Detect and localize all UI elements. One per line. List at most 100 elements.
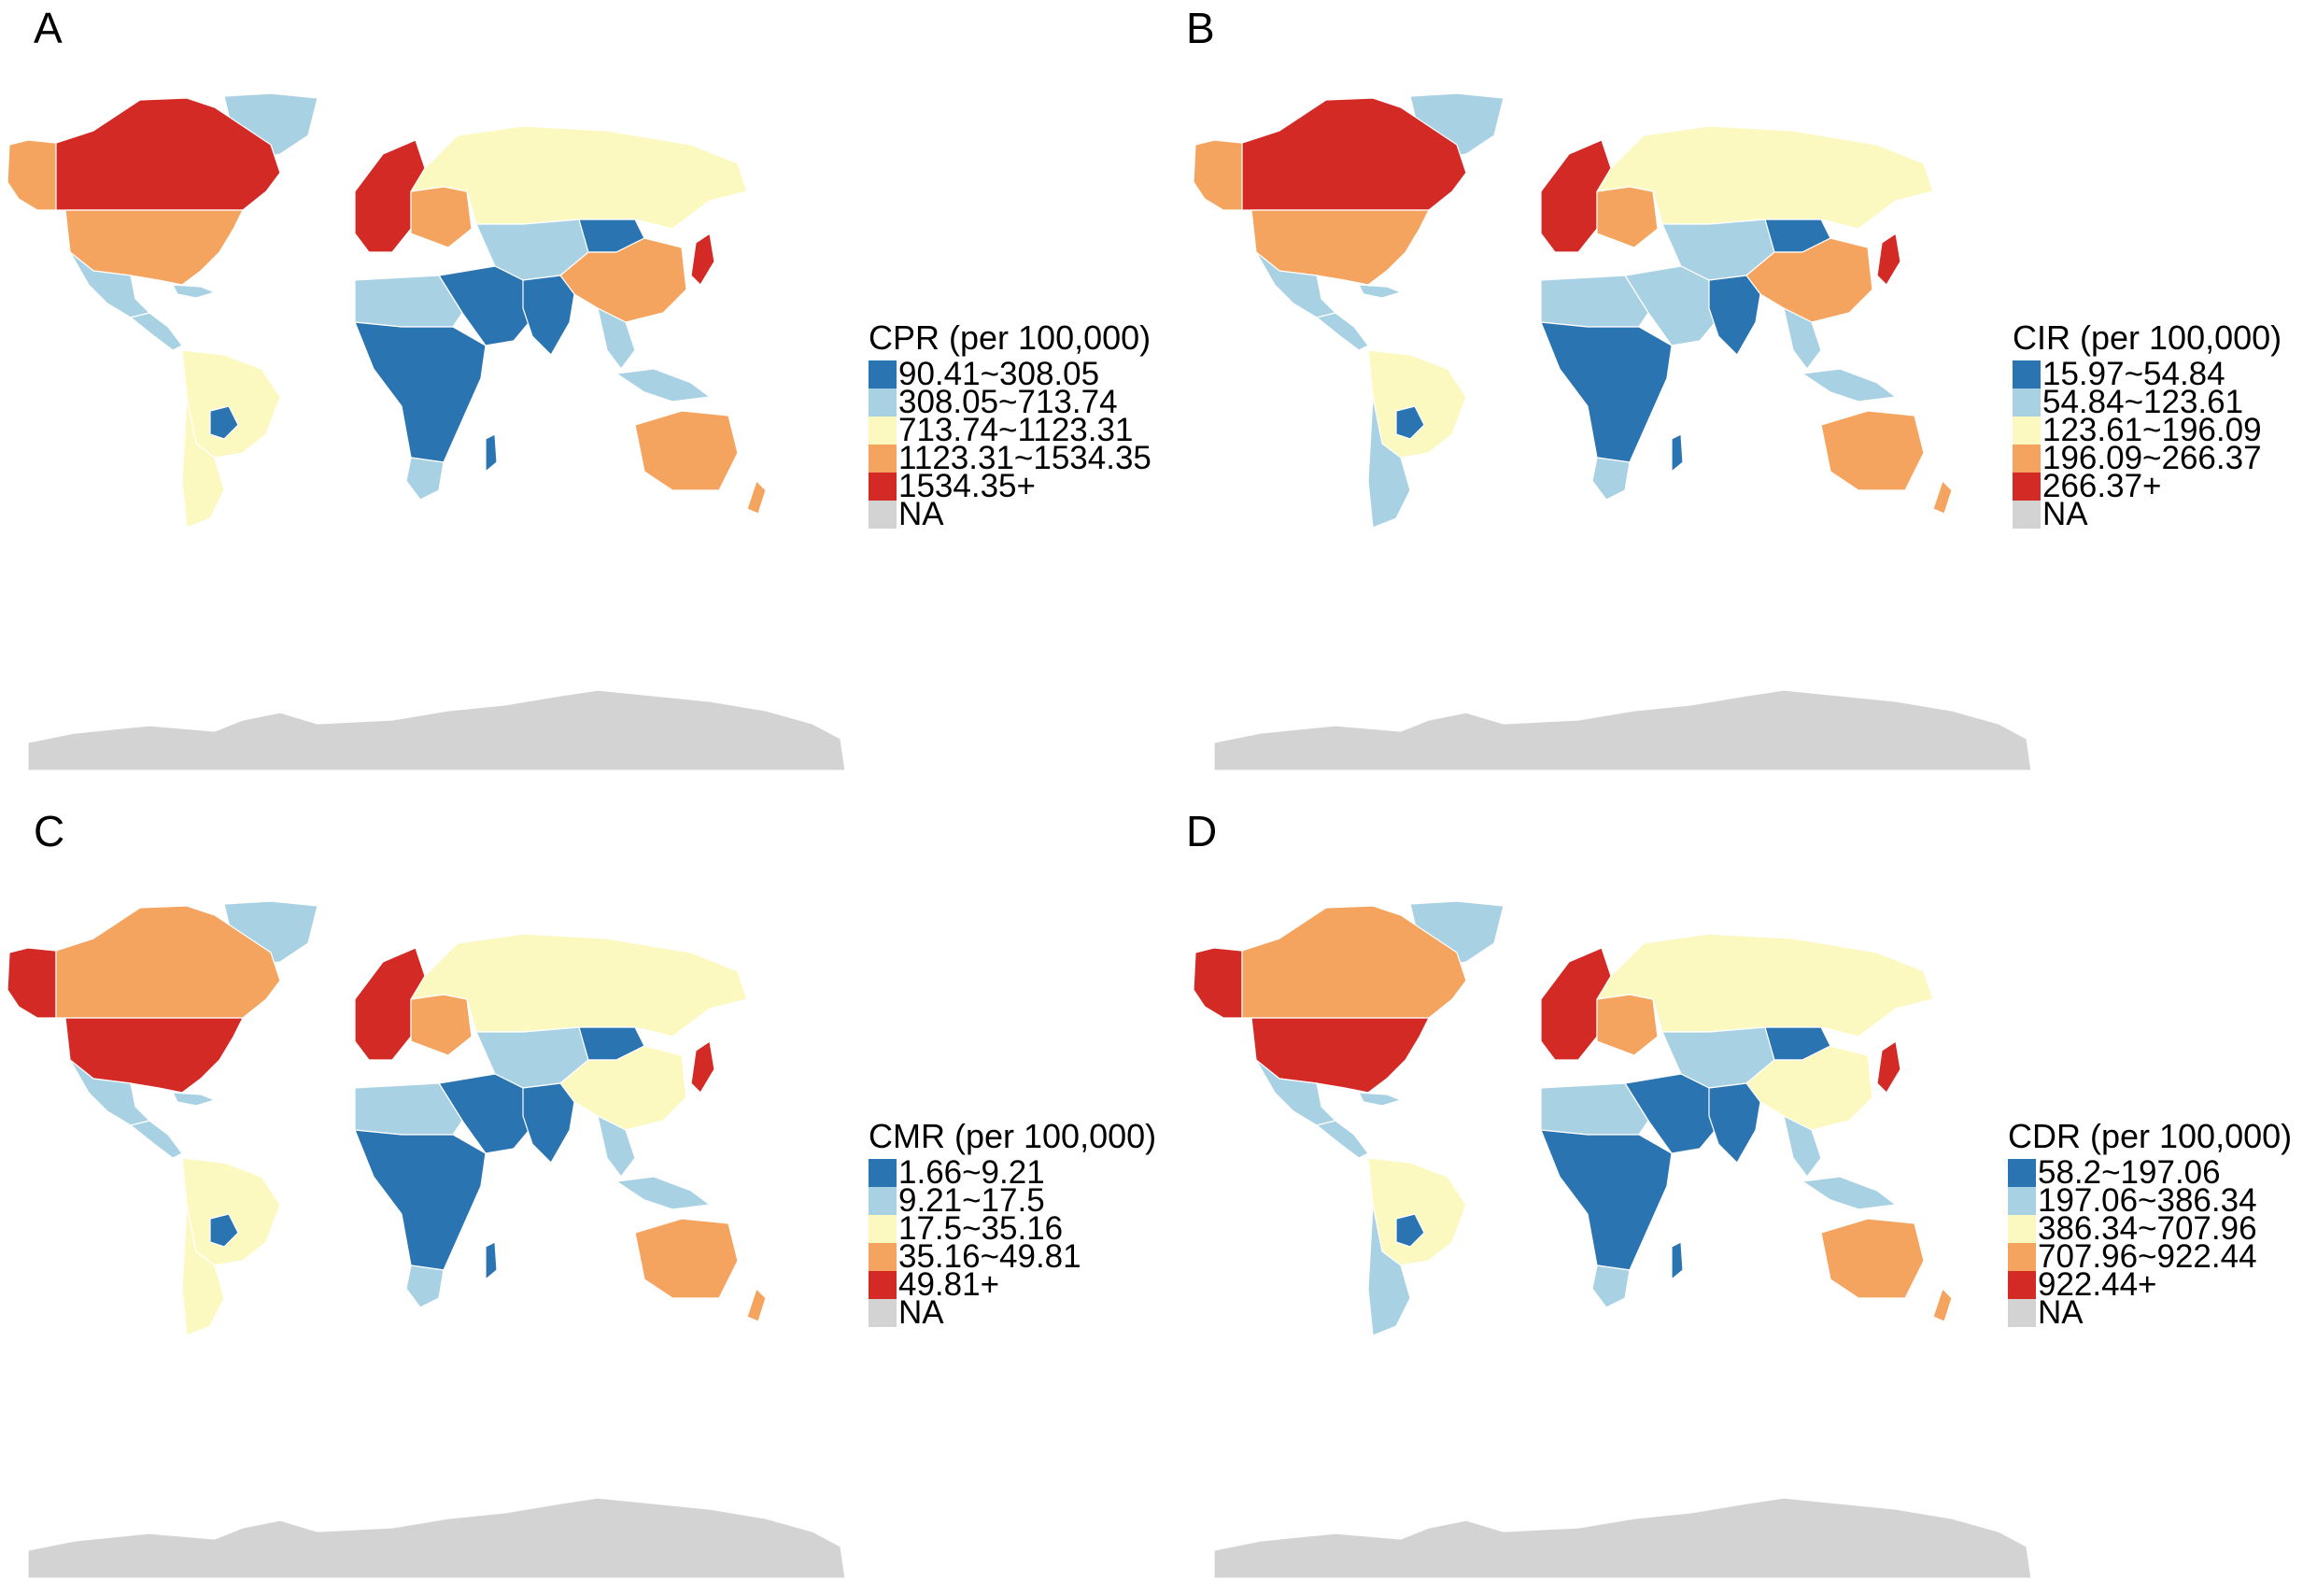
region-central-america bbox=[1316, 312, 1369, 351]
legend-title: CMR (per 100,000) bbox=[869, 1117, 1157, 1155]
legend-item: 15.97~54.84 bbox=[2013, 358, 2282, 390]
region-southeast-asia bbox=[597, 1115, 636, 1178]
region-caribbean bbox=[172, 1092, 216, 1107]
region-caribbean bbox=[1358, 1092, 1402, 1107]
legend-swatch bbox=[2013, 417, 2041, 445]
region-southern-cone bbox=[1367, 1204, 1411, 1336]
region-south-america bbox=[181, 1157, 281, 1266]
region-china bbox=[1745, 1045, 1873, 1131]
region-southeast-asia bbox=[597, 307, 636, 370]
region-australia bbox=[1820, 410, 1925, 491]
region-sub-saharan-africa bbox=[354, 321, 487, 463]
region-middle-east bbox=[1624, 1073, 1724, 1154]
legend-item: 922.44+ bbox=[2008, 1266, 2292, 1303]
map-legend: CIR (per 100,000) 15.97~54.84 54.84~123.6… bbox=[2013, 318, 2282, 532]
legend-label: 707.96~922.44 bbox=[2038, 1238, 2257, 1275]
legend-label: 1.66~9.21 bbox=[898, 1154, 1045, 1191]
region-antarctica bbox=[1213, 1497, 2032, 1579]
panel-b: B CIR (per 100,000) 15.97~54.84 54.84~123… bbox=[1158, 0, 2316, 793]
legend-swatch bbox=[2008, 1159, 2036, 1187]
region-antarctica bbox=[1213, 689, 2032, 771]
legend-label: NA bbox=[2042, 496, 2088, 532]
legend-label: 35.16~49.81 bbox=[898, 1238, 1081, 1275]
region-indonesia bbox=[1801, 368, 1897, 403]
panel-d: D CDR (per 100,000) 58.2~197.06 197.06~38… bbox=[1158, 803, 2316, 1596]
legend-swatch bbox=[2008, 1215, 2036, 1243]
legend-swatch bbox=[869, 445, 897, 473]
region-japan bbox=[690, 1040, 715, 1094]
legend-label: 123.61~196.09 bbox=[2042, 412, 2262, 448]
legend-item: 707.96~922.44 bbox=[2008, 1238, 2292, 1275]
legend-item: 196.09~266.37 bbox=[2013, 440, 2282, 476]
legend-item: NA bbox=[2013, 496, 2282, 532]
region-new-zealand bbox=[1932, 1288, 1953, 1322]
legend-label: 17.5~35.16 bbox=[898, 1210, 1064, 1247]
region-southeast-asia bbox=[1783, 307, 1822, 370]
region-central-america bbox=[130, 312, 183, 351]
legend-label: 9.21~17.5 bbox=[898, 1182, 1045, 1219]
legend-swatch bbox=[2008, 1299, 2036, 1327]
legend-swatch bbox=[2008, 1271, 2036, 1299]
legend-swatch bbox=[2013, 473, 2041, 501]
legend-label: 54.84~123.61 bbox=[2042, 384, 2244, 420]
region-indonesia bbox=[1801, 1176, 1897, 1210]
legend-swatch bbox=[869, 1299, 897, 1327]
region-china bbox=[1745, 237, 1873, 323]
legend-label: 196.09~266.37 bbox=[2042, 440, 2262, 476]
region-india bbox=[522, 275, 575, 356]
region-japan bbox=[1876, 233, 1901, 286]
region-south-america bbox=[1367, 1157, 1467, 1266]
legend-swatch bbox=[869, 1187, 897, 1215]
legend-item: NA bbox=[869, 1294, 1156, 1331]
region-madagascar bbox=[1671, 433, 1684, 473]
legend-swatch bbox=[869, 388, 897, 417]
legend-swatch bbox=[2008, 1243, 2036, 1271]
legend-label: 713.74~1123.31 bbox=[898, 412, 1134, 448]
legend-label: NA bbox=[898, 1294, 944, 1331]
legend-label: 197.06~386.34 bbox=[2038, 1182, 2257, 1219]
region-alaska bbox=[1193, 947, 1243, 1019]
legend-items: 90.41~308.05 308.05~713.74 713.74~1123.31 1… bbox=[869, 356, 1151, 530]
legend-swatch bbox=[2013, 445, 2041, 473]
region-sub-saharan-africa bbox=[354, 1129, 487, 1271]
region-new-zealand bbox=[746, 1288, 767, 1322]
region-alaska bbox=[7, 139, 57, 211]
legend-label: 308.05~713.74 bbox=[898, 384, 1118, 420]
legend-item: 308.05~713.74 bbox=[869, 384, 1151, 420]
region-bolivia bbox=[1395, 1213, 1425, 1248]
legend-items: 1.66~9.21 9.21~17.5 17.5~35.16 35.16~49.81 4… bbox=[869, 1154, 1156, 1331]
legend-item: 35.16~49.81 bbox=[869, 1238, 1156, 1275]
region-new-zealand bbox=[1932, 480, 1953, 515]
legend-item: 17.5~35.16 bbox=[869, 1210, 1156, 1247]
legend-swatch bbox=[2008, 1187, 2036, 1215]
legend-item: 90.41~308.05 bbox=[869, 356, 1151, 392]
region-indonesia bbox=[615, 1176, 711, 1210]
world-map bbox=[7, 92, 846, 771]
region-southeast-asia bbox=[1783, 1115, 1822, 1178]
legend-label: 1534.35+ bbox=[898, 468, 1036, 504]
legend-item: NA bbox=[2008, 1296, 2292, 1329]
region-eastern-europe bbox=[410, 186, 473, 248]
map-legend: CDR (per 100,000) 58.2~197.06 197.06~386.… bbox=[2008, 1116, 2292, 1329]
legend-swatch bbox=[869, 360, 897, 388]
region-sub-saharan-africa bbox=[1540, 321, 1673, 463]
legend-item: NA bbox=[869, 498, 1151, 530]
region-australia bbox=[634, 1218, 739, 1299]
legend-swatch bbox=[2013, 388, 2041, 417]
legend-label: 922.44+ bbox=[2038, 1266, 2157, 1303]
panel-letter: C bbox=[34, 807, 65, 855]
region-madagascar bbox=[1671, 1241, 1684, 1280]
region-central-america bbox=[1316, 1120, 1369, 1159]
legend-label: 90.41~308.05 bbox=[898, 356, 1100, 392]
world-map bbox=[1193, 900, 2032, 1579]
legend-items: 58.2~197.06 197.06~386.34 386.34~707.96 707… bbox=[2008, 1156, 2292, 1329]
region-bolivia bbox=[209, 1213, 239, 1248]
legend-label: 49.81+ bbox=[898, 1266, 1000, 1303]
region-southern-africa bbox=[405, 1264, 445, 1308]
panel-letter: B bbox=[1186, 4, 1215, 52]
region-china bbox=[559, 1045, 687, 1131]
region-caribbean bbox=[172, 284, 216, 299]
legend-item: 266.37+ bbox=[2013, 470, 2282, 502]
legend-items: 15.97~54.84 54.84~123.61 123.61~196.09 196.… bbox=[2013, 358, 2282, 532]
legend-swatch bbox=[869, 1159, 897, 1187]
